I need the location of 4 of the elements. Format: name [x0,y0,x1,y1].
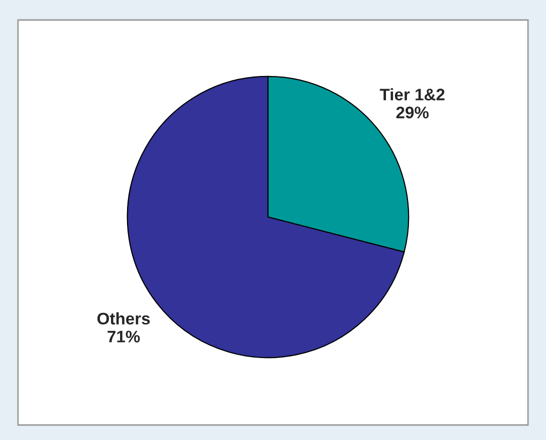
data-label: 29% [396,106,429,118]
data-label: 71% [108,330,140,342]
slice-label: Tier 1&2 [380,88,444,100]
slice-label: Others [97,312,150,325]
